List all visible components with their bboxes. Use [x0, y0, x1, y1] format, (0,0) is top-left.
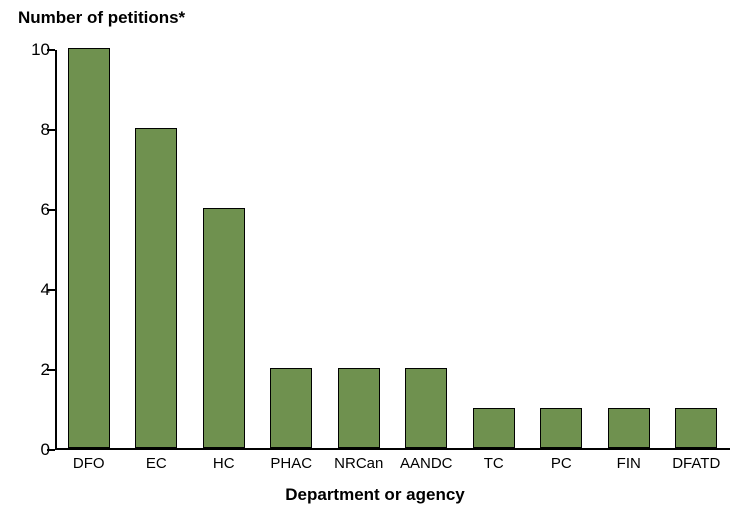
bar [203, 208, 245, 448]
x-tick-label: TC [460, 455, 528, 472]
bar [473, 408, 515, 448]
bar [135, 128, 177, 448]
bar [608, 408, 650, 448]
plot-area: DFOECHCPHACNRCanAANDCTCPCFINDFATD [55, 50, 730, 450]
x-tick-label: EC [123, 455, 191, 472]
x-tick-label: DFO [55, 455, 123, 472]
petitions-bar-chart: Number of petitions* DFOECHCPHACNRCanAAN… [0, 0, 750, 515]
x-tick-label: HC [190, 455, 258, 472]
bar [338, 368, 380, 448]
y-tick-label: 4 [10, 280, 50, 300]
y-tick-label: 10 [10, 40, 50, 60]
y-axis-line [55, 50, 57, 450]
x-tick-label: PHAC [258, 455, 326, 472]
x-tick-label: FIN [595, 455, 663, 472]
x-tick-label: PC [528, 455, 596, 472]
bar [68, 48, 110, 448]
bar [540, 408, 582, 448]
x-tick-label: AANDC [393, 455, 461, 472]
bar [675, 408, 717, 448]
x-axis-line [55, 448, 730, 450]
bar [405, 368, 447, 448]
y-tick-label: 2 [10, 360, 50, 380]
y-tick-label: 6 [10, 200, 50, 220]
y-tick-label: 8 [10, 120, 50, 140]
x-tick-label: DFATD [663, 455, 731, 472]
x-tick-label: NRCan [325, 455, 393, 472]
y-axis-title: Number of petitions* [18, 8, 185, 28]
y-tick-label: 0 [10, 440, 50, 460]
bar [270, 368, 312, 448]
x-axis-title: Department or agency [0, 485, 750, 505]
